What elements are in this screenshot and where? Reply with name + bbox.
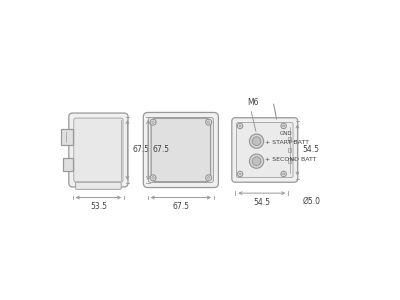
Polygon shape — [62, 129, 73, 145]
Polygon shape — [288, 137, 291, 142]
Circle shape — [250, 154, 264, 168]
Text: 54.5: 54.5 — [253, 198, 270, 207]
Circle shape — [206, 119, 212, 125]
Text: M6: M6 — [247, 98, 259, 106]
Circle shape — [252, 157, 261, 166]
Circle shape — [252, 137, 261, 146]
Polygon shape — [288, 148, 291, 152]
Circle shape — [152, 121, 154, 124]
Circle shape — [207, 121, 210, 124]
Circle shape — [237, 123, 243, 129]
Text: 53.5: 53.5 — [90, 202, 107, 211]
Text: 67.5: 67.5 — [172, 202, 189, 211]
FancyBboxPatch shape — [69, 113, 128, 187]
Text: + SECOND BATT: + SECOND BATT — [265, 157, 317, 162]
Circle shape — [282, 173, 285, 175]
FancyBboxPatch shape — [143, 112, 218, 188]
FancyBboxPatch shape — [148, 118, 213, 182]
Circle shape — [281, 171, 286, 177]
Circle shape — [206, 175, 212, 181]
Text: 67.5: 67.5 — [132, 146, 149, 154]
Circle shape — [250, 134, 264, 148]
FancyBboxPatch shape — [151, 118, 211, 182]
Polygon shape — [63, 158, 73, 171]
Circle shape — [152, 176, 154, 179]
FancyBboxPatch shape — [236, 122, 293, 178]
Polygon shape — [288, 158, 291, 163]
FancyBboxPatch shape — [232, 118, 298, 182]
Text: GND: GND — [280, 131, 292, 136]
Circle shape — [150, 119, 156, 125]
Text: Ø5.0: Ø5.0 — [303, 197, 321, 206]
Circle shape — [237, 171, 243, 177]
Circle shape — [239, 173, 241, 175]
Text: + START BATT: + START BATT — [265, 140, 309, 145]
Circle shape — [207, 176, 210, 179]
Text: 54.5: 54.5 — [302, 146, 319, 154]
FancyBboxPatch shape — [74, 118, 123, 182]
Circle shape — [282, 125, 285, 127]
Circle shape — [150, 175, 156, 181]
Text: 67.5: 67.5 — [153, 146, 170, 154]
FancyBboxPatch shape — [76, 182, 121, 189]
Circle shape — [281, 123, 286, 129]
Circle shape — [239, 125, 241, 127]
